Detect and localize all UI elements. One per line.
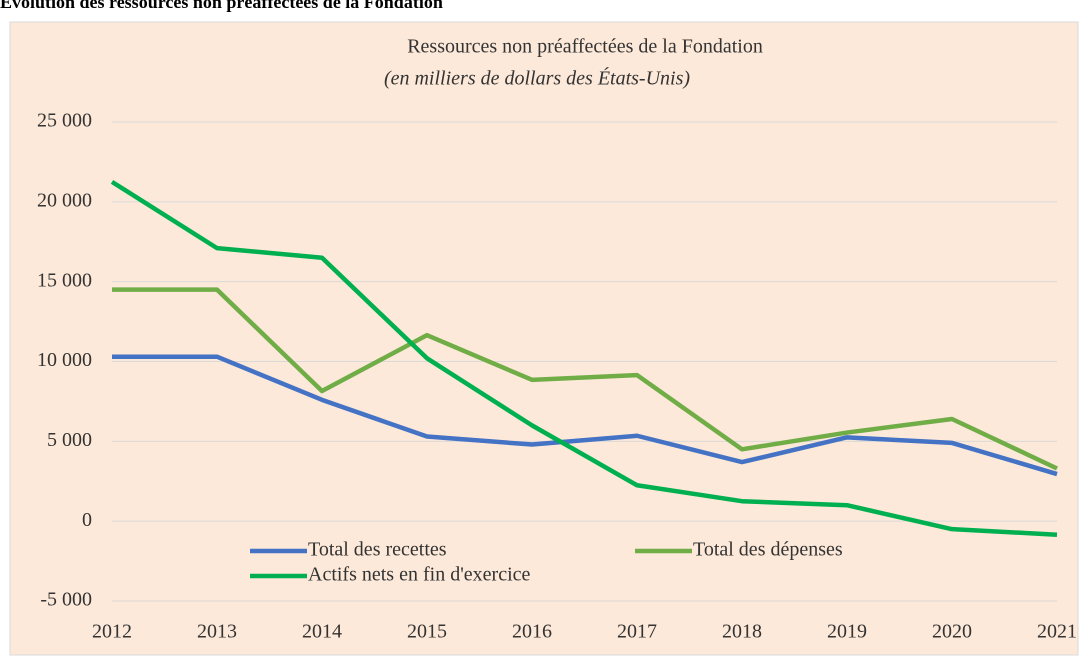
- chart-subtitle: (en milliers de dollars des États-Unis): [384, 67, 690, 90]
- x-tick-label: 2019: [827, 621, 867, 643]
- x-tick-label: 2014: [302, 621, 342, 643]
- y-tick-label: -5 000: [40, 589, 92, 611]
- y-tick-label: 0: [82, 509, 92, 531]
- series-line: [112, 287, 1058, 471]
- x-tick-label: 2016: [512, 621, 552, 643]
- series-line: [110, 179, 1058, 537]
- heading: Évolution des ressources non préaffectée…: [0, 0, 443, 12]
- legend-label: Actifs nets en fin d'exercice: [308, 564, 531, 586]
- series-line: [112, 354, 1058, 477]
- chart-area: [9, 21, 1079, 656]
- legend-label: Total des dépenses: [693, 539, 843, 561]
- x-tick-label: 2018: [722, 621, 762, 643]
- y-tick-label: 20 000: [37, 189, 92, 211]
- y-tick-label: 15 000: [37, 269, 92, 291]
- chart-title: Ressources non préaffectées de la Fondat…: [407, 36, 763, 58]
- x-tick-label: 2020: [932, 621, 972, 643]
- y-tick-label: 10 000: [37, 349, 92, 371]
- x-tick-label: 2013: [197, 621, 237, 643]
- x-tick-label: 2015: [407, 621, 447, 643]
- x-tick-label: 2017: [617, 621, 657, 643]
- legend-label: Total des recettes: [308, 539, 447, 561]
- x-tick-label: 2012: [92, 621, 132, 643]
- y-tick-label: 5 000: [47, 429, 92, 451]
- y-tick-label: 25 000: [37, 110, 92, 132]
- x-tick-label: 2021: [1037, 621, 1077, 643]
